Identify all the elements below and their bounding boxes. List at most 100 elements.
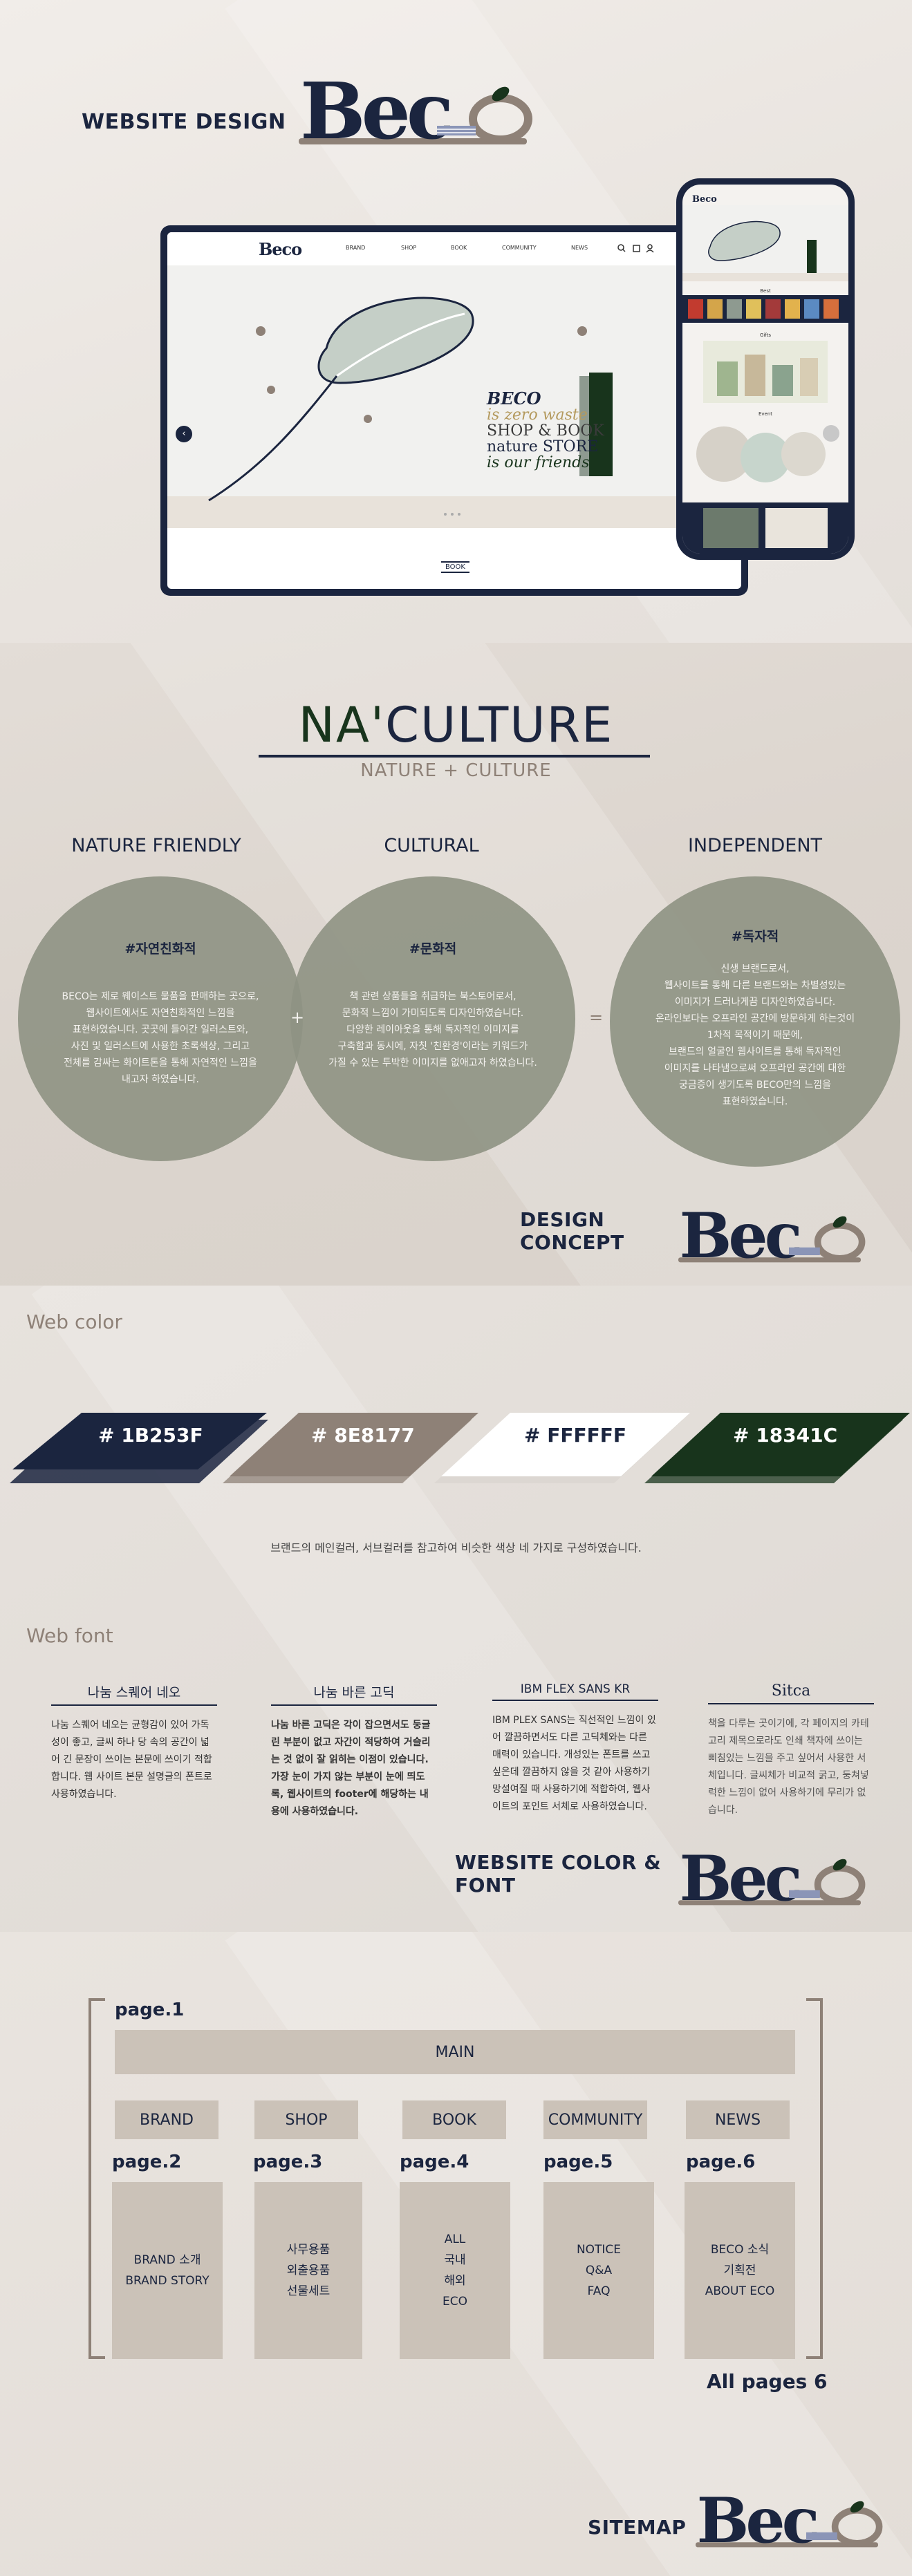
section-label: SITEMAP bbox=[588, 2516, 687, 2539]
concept-circle-independent bbox=[610, 876, 900, 1167]
culture-title: NA'CULTURE bbox=[0, 697, 912, 753]
body-line: 책 관련 상품들을 취급하는 북스토어로서, bbox=[349, 991, 517, 1002]
font-nanum-barun-gothic: 나눔 바른 고딕 나눔 바른 고딕은 각이 잡으면서도 둥글린 부분이 없고 자… bbox=[271, 1682, 437, 1821]
swatch-green-shape bbox=[644, 1413, 910, 1483]
section-label: WEBSITE DESIGN bbox=[82, 110, 286, 134]
body-line: 이미지가 드러나게끔 디자인하였습니다. bbox=[674, 997, 836, 1008]
phone-logo: Beco bbox=[692, 194, 717, 205]
body-line: 다양한 레이아웃을 통해 독자적인 이미지를 bbox=[346, 1024, 519, 1035]
sitemap-menu-brand: BRAND bbox=[115, 2100, 218, 2139]
sitemap-sub-book: ALL 국내 해외 ECO bbox=[400, 2182, 510, 2359]
body-line: 구축함과 동시에, 자칫 '친환경'이라는 키워드가 bbox=[337, 1041, 528, 1052]
concept-tag-cultural: #문화적 bbox=[409, 941, 457, 957]
sitemap-menu-book: BOOK bbox=[402, 2100, 506, 2139]
sitemap-sub-community: NOTICE Q&A FAQ bbox=[543, 2182, 654, 2359]
color-caption: 브랜드의 메인컬러, 서브컬러를 참고하여 비슷한 색상 네 가지로 구성하였습… bbox=[270, 1541, 642, 1554]
font-desc: 책을 다루는 곳이기에, 각 페이지의 카테고리 제목으로라도 인쇄 책자에 쓰… bbox=[708, 1718, 869, 1816]
culture-title-a: NA' bbox=[298, 697, 386, 753]
font-name: 나눔 스퀘어 네오 bbox=[51, 1682, 217, 1706]
desktop-mockup: Beco BRAND SHOP BOOK COMMUNITY NEWS bbox=[160, 225, 748, 596]
sitemap-sub-shop: 사무용품 외출용품 선물세트 bbox=[254, 2182, 362, 2359]
carousel-prev-icon[interactable]: ‹ bbox=[176, 426, 192, 442]
font-desc: 나눔 스퀘어 네오는 균형감이 있어 가독성이 좋고, 글씨 하나 당 속의 공… bbox=[51, 1720, 212, 1800]
mock-nav-book[interactable]: BOOK bbox=[451, 245, 467, 251]
sitemap-menu-shop: SHOP bbox=[254, 2100, 358, 2139]
font-ibm-plex: IBM FLEX SANS KR IBM PLEX SANS는 직선적인 느낌이… bbox=[492, 1682, 658, 1816]
design-concept-section: NA'CULTURE NATURE + CULTURE NATURE FRIEN… bbox=[0, 643, 912, 1286]
font-desc: IBM PLEX SANS는 직선적인 느낌이 있어 깔끔하면서도 다른 고딕체… bbox=[492, 1715, 656, 1812]
concept-body-independent: 신생 브랜드로서, 웹사이트를 통해 다른 브랜드와는 차별성있는 이미지가 드… bbox=[622, 961, 888, 1110]
sub-item: ALL bbox=[444, 2232, 466, 2246]
section-header-website-design: WEBSITE DESIGN Bec bbox=[82, 66, 589, 157]
concept-head-independent: INDEPENDENT bbox=[687, 835, 823, 856]
hero-ground bbox=[167, 496, 741, 528]
mock-nav-brand[interactable]: BRAND bbox=[346, 245, 366, 251]
web-color-label: Web color bbox=[26, 1310, 122, 1333]
beco-logo-mark: Bec bbox=[678, 1200, 866, 1272]
sitemap-bracket-left-bottom bbox=[89, 2356, 105, 2359]
sitemap-bracket-right-top bbox=[806, 1998, 823, 2001]
body-line: 궁금증이 생기도록 BECO만의 느낌을 bbox=[678, 1080, 832, 1091]
phone-label-best: Best bbox=[760, 288, 771, 294]
body-line: 전체를 감싸는 화이트톤을 통해 자연적인 느낌을 bbox=[64, 1057, 257, 1069]
beco-logo: Bec bbox=[694, 2485, 912, 2557]
sub-item: BRAND STORY bbox=[125, 2274, 210, 2288]
section-label: WEBSITE COLOR & FONT bbox=[455, 1851, 662, 1897]
concept-circle-cultural bbox=[290, 876, 575, 1161]
svg-text:Bec: Bec bbox=[300, 66, 451, 149]
concept-tag-nature: #자연친화적 bbox=[124, 941, 196, 957]
mock-nav: Beco BRAND SHOP BOOK COMMUNITY NEWS bbox=[167, 232, 741, 266]
bg-diagonal bbox=[31, 1286, 757, 1932]
all-pages-count: All pages 6 bbox=[707, 2370, 828, 2393]
sub-item: 기획전 bbox=[723, 2264, 756, 2277]
sitemap-menu-community: COMMUNITY bbox=[543, 2100, 647, 2139]
section-header-color-font: WEBSITE COLOR & FONT Bec bbox=[455, 1843, 912, 1915]
mock-nav-community[interactable]: COMMUNITY bbox=[502, 245, 537, 251]
hero-copy-line2: is zero waste bbox=[487, 406, 588, 424]
sitemap-bracket-left-top bbox=[89, 1998, 105, 2001]
page2-label: page.2 bbox=[112, 2152, 182, 2172]
mock-nav-icons bbox=[617, 244, 654, 253]
mock-hero: BECO is zero waste SHOP & BOOK nature ST… bbox=[167, 265, 741, 528]
sitemap-main: MAIN bbox=[115, 2030, 795, 2074]
sub-item: 외출용품 bbox=[286, 2264, 331, 2277]
sub-item: 선물세트 bbox=[286, 2284, 331, 2298]
concept-head-nature: NATURE FRIENDLY bbox=[71, 835, 241, 856]
culture-title-b: CULTURE bbox=[385, 697, 614, 753]
beco-logo-mark: Bec bbox=[678, 1843, 866, 1915]
title-rule bbox=[259, 755, 650, 758]
phone-gifts-image bbox=[703, 341, 828, 403]
desktop-screen: Beco BRAND SHOP BOOK COMMUNITY NEWS bbox=[167, 232, 741, 589]
beco-logo: Bec bbox=[677, 1843, 912, 1915]
mock-book-label[interactable]: BOOK bbox=[441, 561, 469, 573]
website-design-section: WEBSITE DESIGN Bec Beco BRAND bbox=[0, 0, 912, 643]
sub-item: 사무용품 bbox=[286, 2243, 331, 2257]
hero-copy-line4: nature STORE bbox=[487, 438, 599, 456]
sitemap-section: page.1 MAIN BRAND SHOP BOOK COMMUNITY NE… bbox=[0, 1932, 912, 2576]
mock-nav-news[interactable]: NEWS bbox=[571, 245, 588, 251]
concept-tag-independent: #독자적 bbox=[731, 929, 779, 944]
phone-footer-image bbox=[682, 502, 848, 554]
swatch-taupe-hex: # 8E8177 bbox=[311, 1424, 415, 1447]
font-name: IBM FLEX SANS KR bbox=[492, 1682, 658, 1701]
mock-nav-logo[interactable]: Beco bbox=[259, 239, 302, 259]
concept-body-nature: BECO는 제로 웨이스트 물품을 판매하는 곳으로, 웹사이트에서도 자연친화… bbox=[39, 988, 282, 1088]
page5-label: page.5 bbox=[543, 2152, 613, 2172]
body-line: 사진 및 일러스트에 사용한 초록색상, 그리고 bbox=[71, 1041, 250, 1052]
phone-label-gifts: Gifts bbox=[759, 332, 772, 338]
sitemap-menu-news: NEWS bbox=[686, 2100, 790, 2139]
body-line: 표현하였습니다. 곳곳에 들어간 일러스트와, bbox=[72, 1024, 249, 1035]
sitemap-sub-brand: BRAND 소개 BRAND STORY bbox=[112, 2182, 223, 2359]
swatch-green-hex: # 18341C bbox=[733, 1424, 838, 1447]
beco-logo: Bec bbox=[298, 66, 589, 157]
sub-item: FAQ bbox=[587, 2284, 611, 2298]
body-line: 웹사이트에서도 자연친화적인 느낌을 bbox=[86, 1008, 235, 1019]
swatch-taupe-shape bbox=[223, 1413, 478, 1483]
svg-text:Bec: Bec bbox=[697, 2485, 817, 2551]
hero-copy-line1: BECO bbox=[487, 388, 541, 408]
color-font-section: Web color # 1B253F # 8E8177 # FFFFFF bbox=[0, 1286, 912, 1932]
hero-copy-line3: SHOP & BOOK bbox=[487, 422, 604, 440]
mock-nav-shop[interactable]: SHOP bbox=[401, 245, 417, 251]
hero-copy-line5: is our friends bbox=[487, 454, 590, 472]
phone-screen: Beco Best Gifts bbox=[682, 185, 848, 554]
